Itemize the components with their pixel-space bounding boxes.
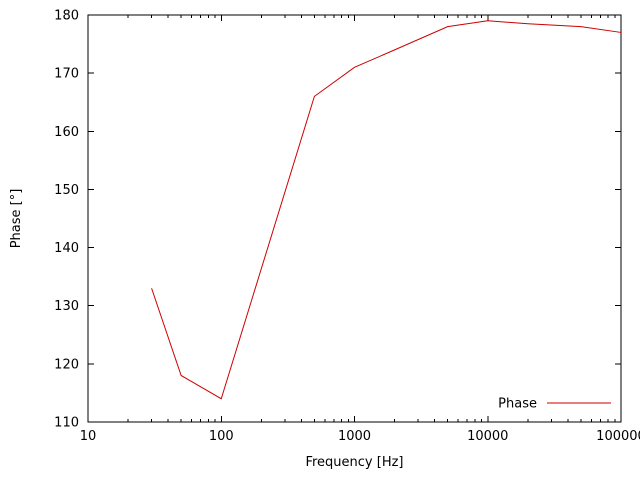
y-tick-label: 170 bbox=[54, 67, 79, 82]
y-tick-label: 130 bbox=[54, 299, 79, 314]
x-tick-label: 1000 bbox=[338, 429, 371, 444]
x-tick-label: 10 bbox=[80, 429, 97, 444]
y-tick-label: 180 bbox=[54, 9, 79, 24]
y-tick-label: 160 bbox=[54, 125, 79, 140]
x-axis-label: Frequency [Hz] bbox=[305, 455, 403, 470]
y-tick-label: 110 bbox=[54, 416, 79, 431]
y-axis-label: Phase [°] bbox=[9, 189, 24, 249]
y-tick-label: 150 bbox=[54, 183, 79, 198]
y-axis-ticks bbox=[88, 14, 621, 423]
x-tick-label: 10000 bbox=[467, 429, 508, 444]
x-tick-label: 100 bbox=[209, 429, 234, 444]
y-tick-label: 140 bbox=[54, 241, 79, 256]
plot-border bbox=[87, 14, 622, 423]
x-axis-ticks bbox=[87, 15, 622, 422]
x-tick-label: 100000 bbox=[596, 429, 640, 444]
y-tick-label: 120 bbox=[54, 357, 79, 372]
phase-line bbox=[151, 20, 622, 400]
legend-label: Phase bbox=[498, 397, 537, 412]
